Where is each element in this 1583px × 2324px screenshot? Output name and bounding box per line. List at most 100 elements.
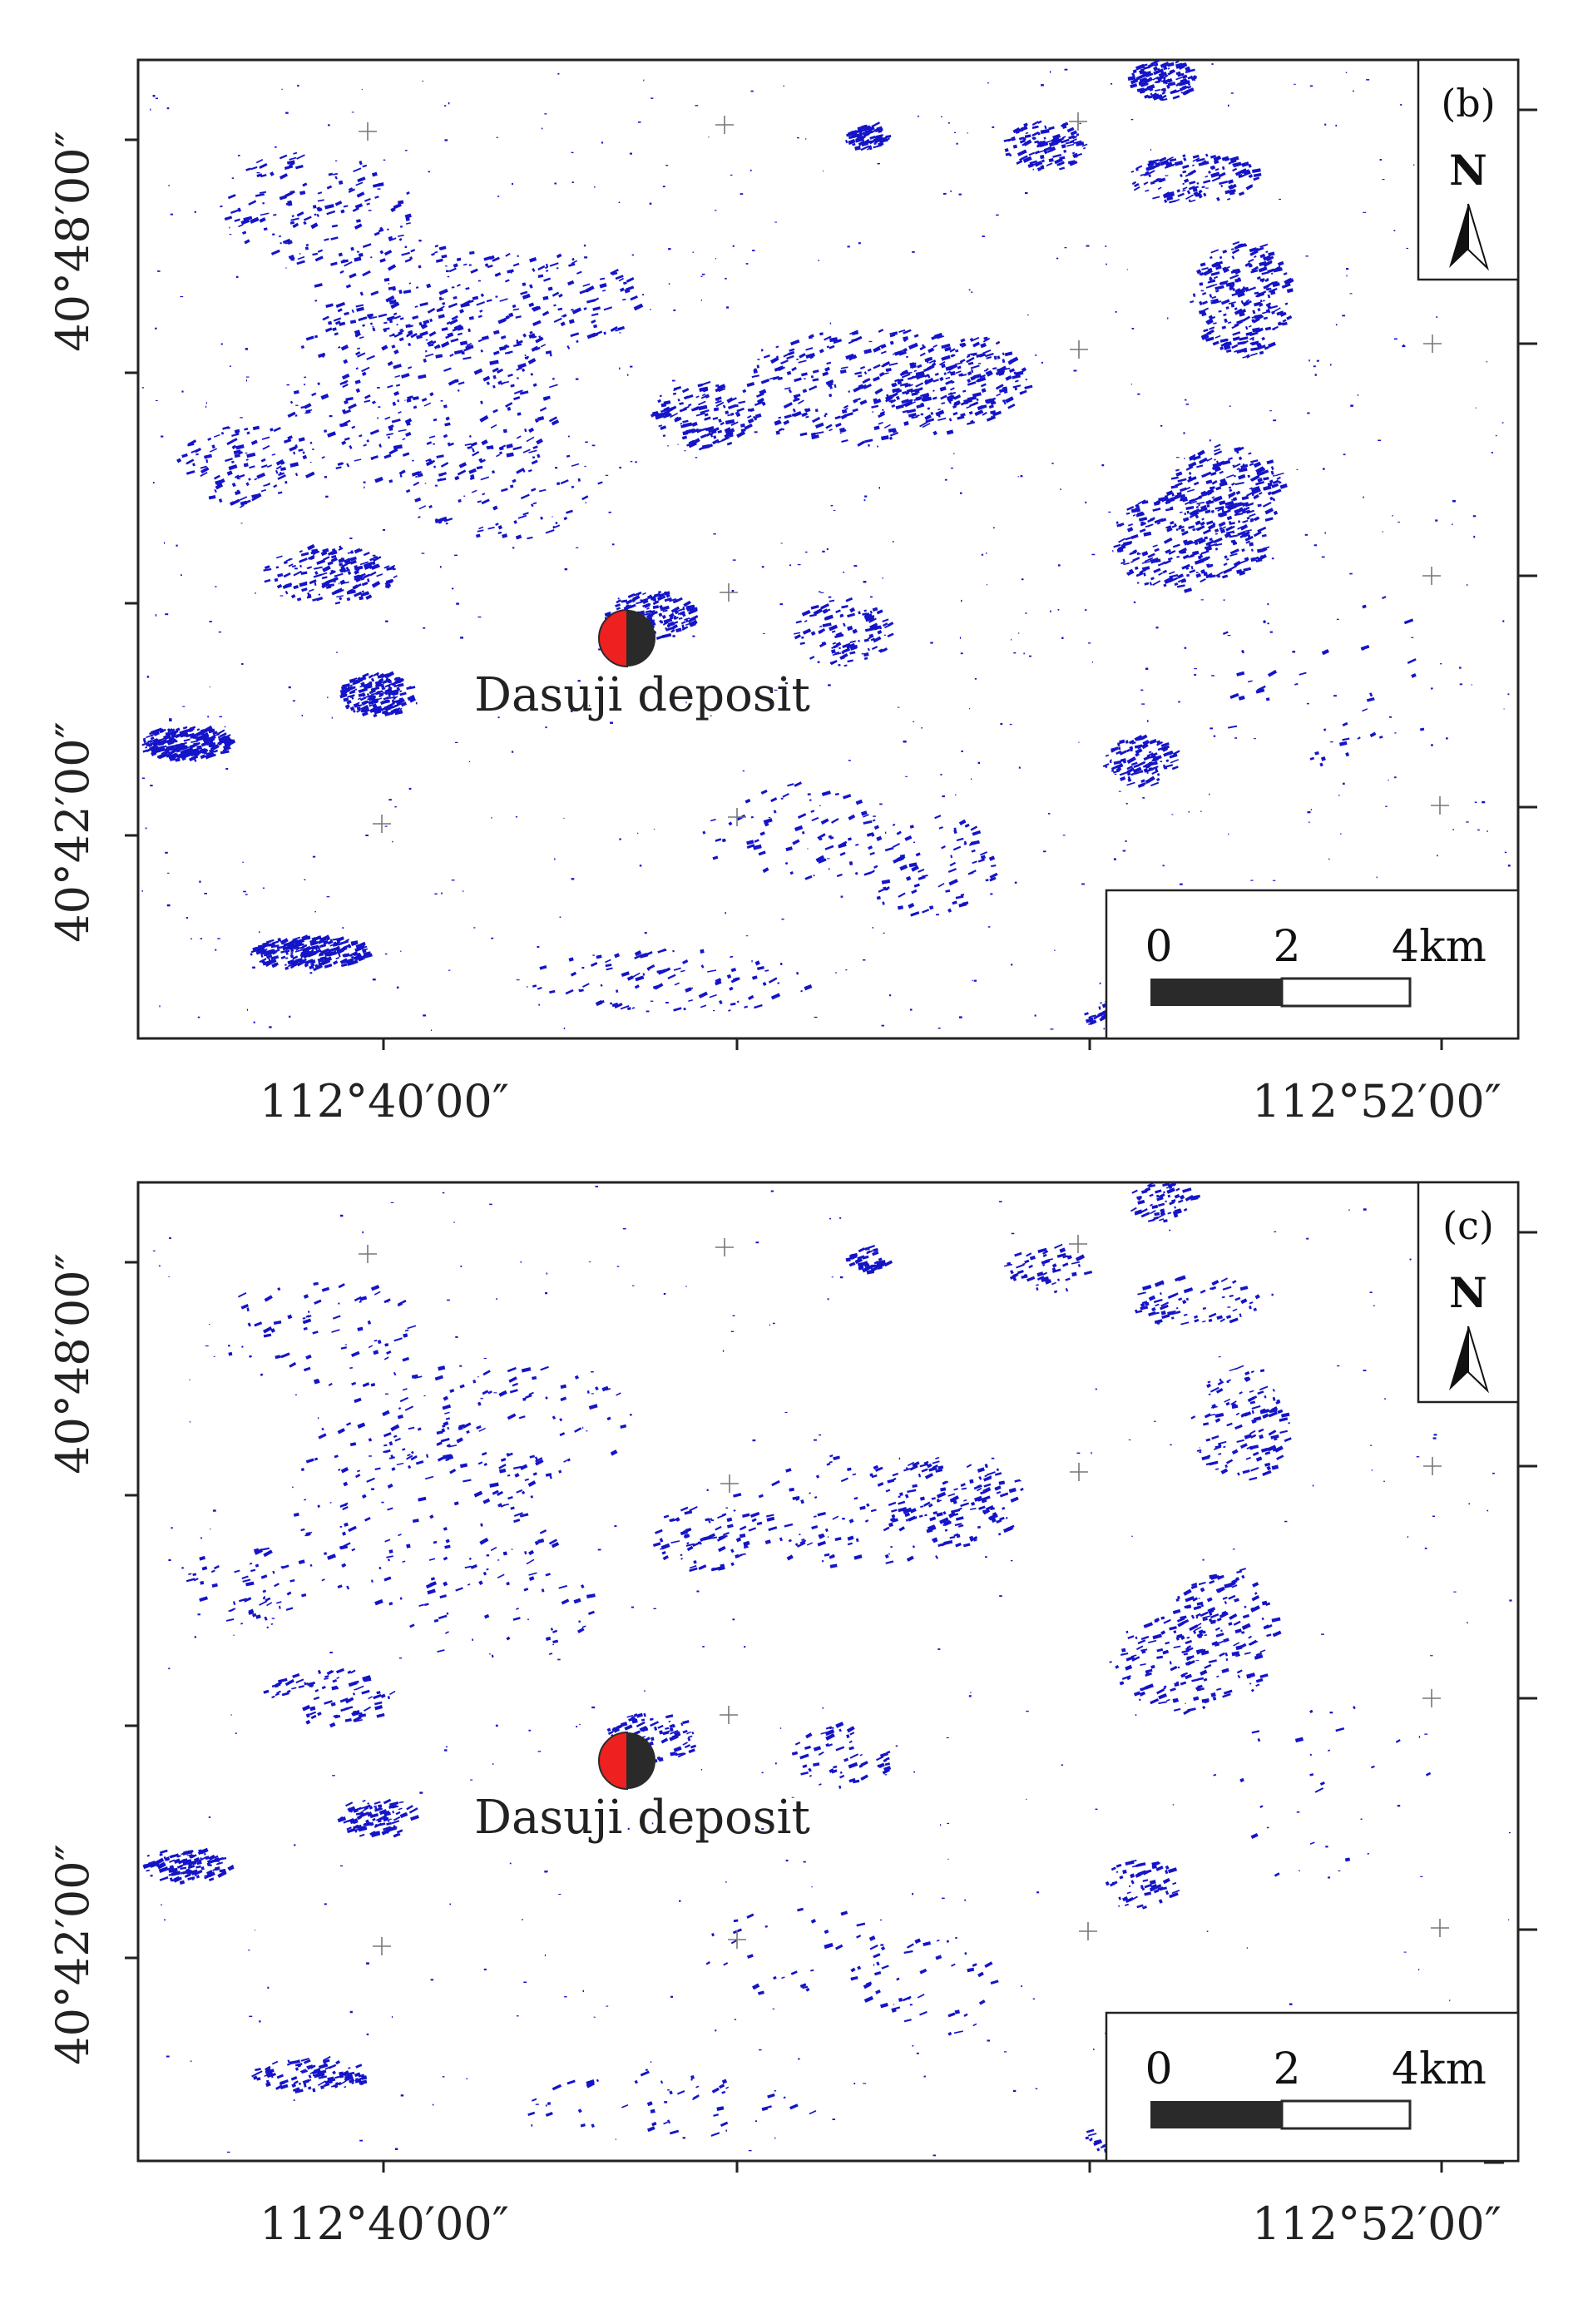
water-pixel: [1270, 272, 1274, 275]
water-pixel: [789, 348, 795, 352]
water-pixel: [687, 403, 692, 407]
water-pixel: [1200, 550, 1210, 555]
water-pixel: [968, 708, 971, 710]
water-pixel: [407, 395, 413, 400]
water-pixel: [1208, 279, 1215, 284]
water-pixel: [1393, 230, 1396, 231]
water-pixel: [1253, 172, 1262, 178]
water-pixel: [528, 284, 533, 289]
water-pixel: [1196, 576, 1198, 578]
water-pixel: [898, 403, 906, 409]
water-pixel: [1200, 810, 1202, 812]
water-pixel: [784, 387, 791, 390]
water-pixel: [497, 196, 500, 197]
water-pixel: [1221, 156, 1229, 161]
water-pixel: [1150, 517, 1155, 521]
water-pixel: [1249, 342, 1254, 345]
water-pixel: [868, 340, 873, 343]
water-pixel: [1234, 482, 1244, 486]
water-pixel: [704, 413, 709, 417]
water-pixel: [993, 355, 997, 360]
water-pixel: [526, 986, 528, 988]
water-pixel: [284, 165, 294, 171]
water-pixel: [941, 402, 946, 404]
water-pixel: [658, 424, 663, 428]
water-pixel: [1330, 364, 1332, 366]
water-pixel: [394, 374, 401, 379]
water-pixel: [445, 335, 450, 339]
water-pixel: [1257, 477, 1264, 483]
water-pixel: [972, 979, 973, 981]
water-pixel: [996, 214, 999, 216]
water-pixel: [1508, 865, 1511, 867]
water-pixel: [1141, 560, 1150, 564]
water-pixel: [1003, 400, 1007, 405]
water-pixel: [456, 284, 461, 287]
water-pixel: [1261, 271, 1269, 275]
water-pixel: [998, 372, 1005, 377]
water-pixel: [618, 201, 621, 203]
water-pixel: [1180, 883, 1183, 885]
water-pixel: [1259, 350, 1264, 355]
water-pixel: [992, 527, 995, 529]
water-pixel: [1316, 359, 1319, 362]
water-pixel: [229, 365, 231, 367]
water-pixel: [960, 413, 966, 417]
water-pixel: [325, 495, 329, 498]
water-pixel: [1198, 189, 1203, 194]
water-pixel: [686, 425, 688, 427]
water-pixel: [1212, 264, 1220, 268]
water-pixel: [860, 365, 866, 369]
water-pixel: [1210, 543, 1218, 548]
water-pixel: [843, 404, 849, 409]
water-pixel: [863, 959, 866, 961]
water-pixel: [458, 381, 465, 385]
water-pixel: [1266, 255, 1274, 262]
water-pixel: [568, 435, 570, 438]
water-pixel: [547, 286, 553, 291]
water-pixel: [342, 927, 344, 929]
water-pixel: [279, 195, 287, 201]
water-pixel: [1263, 316, 1269, 320]
water-pixel: [423, 320, 430, 325]
water-pixel: [270, 171, 275, 176]
water-pixel: [969, 402, 977, 408]
water-pixel: [1224, 500, 1234, 507]
water-pixel: [1346, 275, 1348, 277]
water-pixel: [1251, 315, 1259, 319]
water-pixel: [336, 652, 338, 653]
water-pixel: [440, 399, 443, 402]
water-pixel: [691, 421, 698, 427]
water-pixel: [745, 263, 749, 265]
water-pixel: [229, 226, 230, 229]
water-pixel: [682, 419, 689, 424]
water-pixel: [497, 380, 502, 385]
water-pixel: [1282, 319, 1287, 323]
water-pixel: [1459, 666, 1462, 669]
water-pixel: [270, 249, 280, 255]
water-pixel: [252, 966, 255, 969]
water-pixel: [1219, 527, 1223, 531]
water-pixel: [958, 193, 962, 196]
water-pixel: [1170, 520, 1175, 525]
water-pixel: [504, 279, 510, 283]
water-pixel: [1269, 305, 1279, 310]
water-pixel: [700, 387, 705, 392]
water-pixel: [1256, 246, 1264, 252]
water-pixel: [725, 410, 730, 415]
water-pixel: [1007, 404, 1016, 409]
water-pixel: [1259, 253, 1266, 259]
water-pixel: [1234, 737, 1238, 739]
water-pixel: [1118, 538, 1126, 543]
water-pixel: [571, 181, 574, 183]
water-pixel: [1264, 326, 1272, 331]
water-pixel: [496, 453, 501, 458]
water-pixel: [976, 398, 979, 402]
water-pixel: [507, 406, 512, 411]
water-pixel: [537, 416, 545, 421]
water-pixel: [966, 356, 975, 364]
water-pixel: [1263, 487, 1271, 491]
water-pixel: [798, 359, 807, 364]
water-pixel: [431, 252, 435, 256]
water-pixel: [209, 621, 212, 622]
